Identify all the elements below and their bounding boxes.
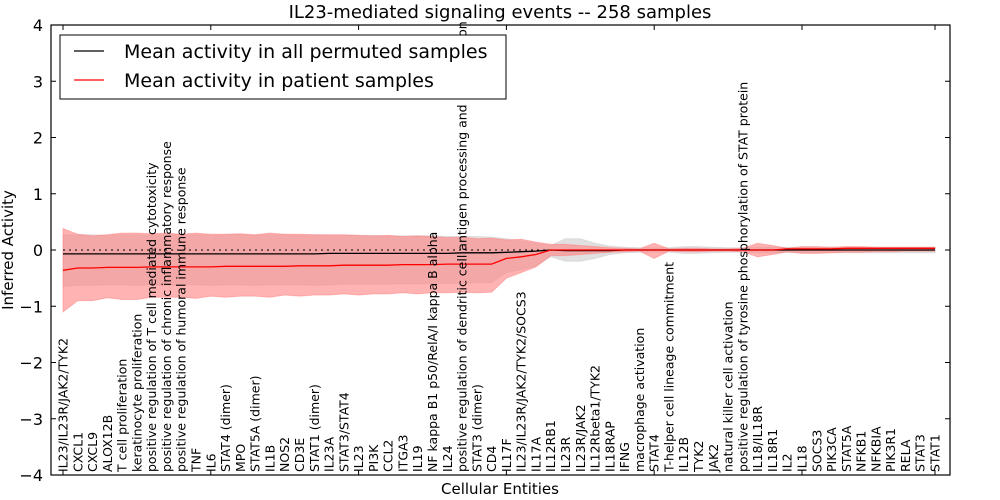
category-label: CD3E	[292, 438, 307, 472]
category-label: PI3K	[366, 444, 381, 472]
y-tick-label: 3	[33, 72, 43, 91]
category-label: STAT1	[928, 434, 943, 472]
y-axis-label: Inferred Activity	[0, 190, 17, 310]
band-patient	[62, 227, 936, 313]
category-label: T-helper cell lineage commitment	[662, 262, 677, 473]
y-tick-label: 4	[33, 16, 43, 35]
category-label: RELA	[898, 439, 913, 472]
category-label: IL24	[440, 445, 455, 472]
category-label: macrophage activation	[632, 328, 647, 472]
category-label: PIK3R1	[883, 428, 898, 472]
category-label: CXCL1	[70, 432, 85, 472]
category-label: PIK3CA	[824, 427, 839, 472]
y-tick-label: −3	[19, 410, 43, 429]
category-label: STAT3 (dimer)	[469, 384, 484, 472]
category-label: IL12B	[676, 437, 691, 472]
category-label: STAT3	[913, 434, 928, 472]
category-label: ITGA3	[395, 434, 410, 472]
confidence-bands	[62, 227, 936, 313]
category-label: IL18RAP	[602, 421, 617, 472]
category-label: IL18	[795, 445, 810, 472]
x-axis-label: Cellular Entities	[441, 480, 559, 498]
line-patient	[62, 247, 935, 271]
category-label: IL2	[780, 453, 795, 472]
category-label: SOCS3	[809, 430, 824, 472]
category-label: IL17A	[528, 436, 543, 472]
category-label: IL23	[351, 445, 366, 472]
category-label: CD4	[484, 446, 499, 472]
category-label: IL18R1	[765, 429, 780, 472]
category-label: T cell proliferation	[115, 359, 130, 473]
category-label: IL23R/JAK2	[573, 404, 588, 472]
category-label: STAT3/STAT4	[336, 392, 351, 472]
category-label: CXCL9	[85, 432, 100, 472]
y-tick-label: −4	[19, 466, 43, 485]
legend-label-permuted: Mean activity in all permuted samples	[124, 41, 487, 63]
series-lines	[62, 247, 936, 271]
y-tick-label: 1	[33, 185, 43, 204]
category-label: IFNG	[617, 442, 632, 472]
category-label: IL19	[410, 445, 425, 472]
category-label: STAT1 (dimer)	[307, 384, 322, 472]
y-tick-label: −2	[19, 354, 43, 373]
category-label: IL18/IL18R	[750, 406, 765, 472]
y-tick-label: −1	[19, 297, 43, 316]
line-permuted	[63, 249, 935, 255]
category-label: ALOX12B	[100, 415, 115, 472]
category-label: positive regulation of dendritic cell an…	[455, 21, 470, 472]
category-label: positive regulation of T cell mediated c…	[144, 162, 159, 472]
category-label: IL17F	[499, 438, 514, 472]
category-label: NF kappa B1 p50/RelA/I kappa B alpha	[425, 232, 440, 472]
legend-label-patient: Mean activity in patient samples	[124, 70, 434, 92]
category-label: positive regulation of tyrosine phosphor…	[735, 82, 750, 472]
category-label: STAT5A	[839, 425, 854, 472]
category-label: positive regulation of humoral immune re…	[174, 167, 189, 472]
category-label: IL12Rbeta1/TYK2	[588, 365, 603, 472]
y-tick-label: 2	[33, 129, 43, 148]
legend: Mean activity in all permuted samples Me…	[59, 34, 507, 100]
category-label: NFKBIA	[868, 426, 883, 472]
category-label: TYK2	[691, 441, 706, 473]
category-label: IL23/IL23R/JAK2/TYK2/SOCS3	[514, 291, 529, 472]
y-axis: 4 3 2 1 0 −1 −2 −3 −4	[19, 16, 950, 485]
x-axis-ticks	[62, 25, 936, 475]
category-label: positive regulation of chronic inflammat…	[159, 141, 174, 472]
category-label: CCL2	[381, 440, 396, 472]
category-label: IL6	[203, 453, 218, 472]
chart-title: IL23-mediated signaling events -- 258 sa…	[289, 2, 712, 23]
y-tick-label: 0	[33, 241, 43, 260]
category-label: keratinocyte proliferation	[129, 314, 144, 472]
category-label: JAK2	[706, 444, 721, 473]
category-label: STAT4 (dimer)	[218, 384, 233, 472]
category-label: STAT4	[647, 434, 662, 472]
category-label: STAT5A (dimer)	[248, 376, 263, 472]
legend-box	[59, 34, 507, 100]
category-label: IL23R	[558, 436, 573, 472]
category-label: NOS2	[277, 437, 292, 472]
category-label: IL23A	[322, 436, 337, 472]
category-label: IL23/IL23R/JAK2/TYK2	[56, 338, 71, 472]
category-label: IL12RB1	[543, 420, 558, 472]
category-labels: IL23/IL23R/JAK2/TYK2 CXCL1 CXCL9 ALOX12B T c…	[56, 21, 943, 473]
category-label: natural killer cell activation	[721, 301, 736, 472]
category-label: MPO	[233, 444, 248, 472]
category-label: IL1B	[262, 445, 277, 472]
category-label: TNF	[189, 448, 204, 473]
category-label: NFKB1	[854, 431, 869, 472]
